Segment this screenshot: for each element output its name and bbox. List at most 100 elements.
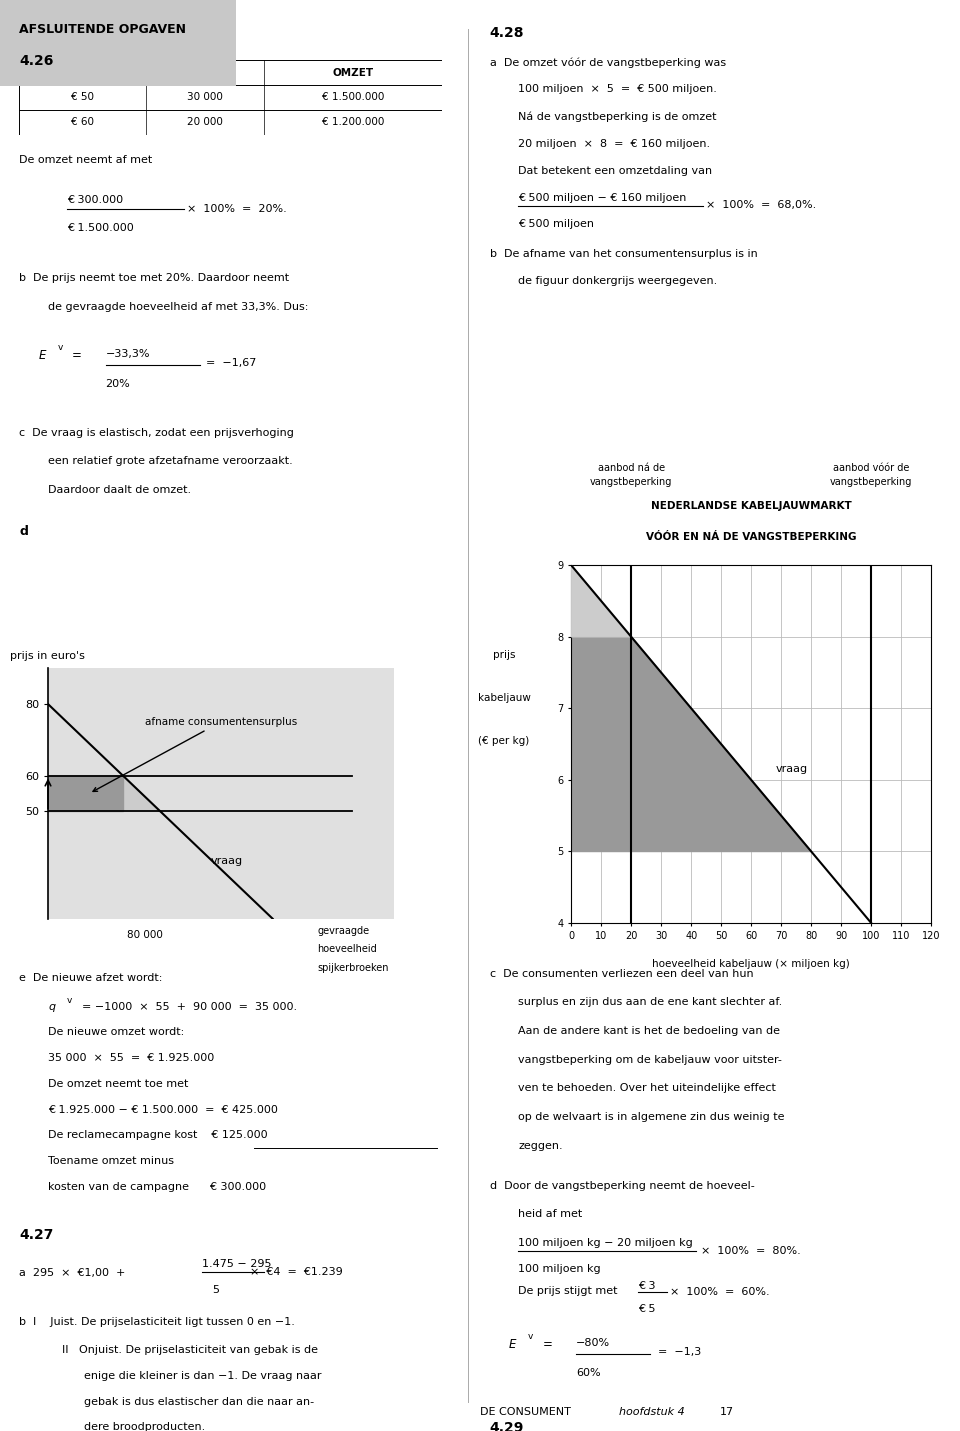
Text: De reclamecampagne kost    € 125.000: De reclamecampagne kost € 125.000 <box>48 1130 268 1141</box>
Text: 30 000: 30 000 <box>187 93 223 102</box>
Text: heid af met: heid af met <box>518 1209 583 1219</box>
Text: VÓÓR EN NÁ DE VANGSTBEPERKING: VÓÓR EN NÁ DE VANGSTBEPERKING <box>646 532 856 542</box>
Text: prijs in euro's: prijs in euro's <box>10 651 84 661</box>
Text: De omzet neemt af met: De omzet neemt af met <box>19 155 153 165</box>
Text: de figuur donkergrijs weergegeven.: de figuur donkergrijs weergegeven. <box>518 276 718 286</box>
Text: OMZET: OMZET <box>332 67 373 77</box>
Text: b  De prijs neemt toe met 20%. Daardoor neemt: b De prijs neemt toe met 20%. Daardoor n… <box>19 273 289 283</box>
Text: € 1.925.000 − € 1.500.000  =  € 425.000: € 1.925.000 − € 1.500.000 = € 425.000 <box>48 1105 277 1115</box>
Text: ×  100%  =  68,0%.: × 100% = 68,0%. <box>706 200 816 209</box>
Text: enige die kleiner is dan −1. De vraag naar: enige die kleiner is dan −1. De vraag na… <box>84 1371 322 1381</box>
Text: € 500 miljoen − € 160 miljoen: € 500 miljoen − € 160 miljoen <box>518 193 686 203</box>
Polygon shape <box>48 776 123 811</box>
Text: 5: 5 <box>212 1285 220 1295</box>
Text: DE CONSUMENT: DE CONSUMENT <box>480 1407 571 1417</box>
Text: spijkerbroeken: spijkerbroeken <box>318 963 389 973</box>
Text: € 50: € 50 <box>71 93 94 102</box>
Text: v: v <box>67 996 73 1005</box>
Text: kosten van de campagne      € 300.000: kosten van de campagne € 300.000 <box>48 1182 266 1192</box>
Text: vraag: vraag <box>210 857 243 866</box>
Text: c  De vraag is elastisch, zodat een prijsverhoging: c De vraag is elastisch, zodat een prijs… <box>19 428 294 438</box>
Text: dere broodproducten.: dere broodproducten. <box>84 1422 205 1431</box>
Text: € 5: € 5 <box>638 1304 656 1314</box>
Text: De nieuwe omzet wordt:: De nieuwe omzet wordt: <box>48 1027 184 1037</box>
Text: 100 miljoen kg − 20 miljoen kg: 100 miljoen kg − 20 miljoen kg <box>518 1238 693 1248</box>
Text: 20 miljoen  ×  8  =  € 160 miljoen.: 20 miljoen × 8 = € 160 miljoen. <box>518 139 710 149</box>
Text: AFSLUITENDE OPGAVEN: AFSLUITENDE OPGAVEN <box>19 23 186 36</box>
Text: prijs: prijs <box>492 650 516 660</box>
Text: ×  100%  =  20%.: × 100% = 20%. <box>187 205 287 213</box>
Text: E: E <box>509 1338 516 1351</box>
Text: ven te behoeden. Over het uiteindelijke effect: ven te behoeden. Over het uiteindelijke … <box>518 1083 777 1093</box>
Text: 4.28: 4.28 <box>490 26 524 40</box>
Text: d: d <box>19 525 28 538</box>
Text: hoeveelheid kabeljauw (× miljoen kg): hoeveelheid kabeljauw (× miljoen kg) <box>653 959 850 969</box>
Text: Daardoor daalt de omzet.: Daardoor daalt de omzet. <box>48 485 191 495</box>
Text: 4.27: 4.27 <box>19 1228 54 1242</box>
Text: surplus en zijn dus aan de ene kant slechter af.: surplus en zijn dus aan de ene kant slec… <box>518 997 782 1007</box>
Text: zeggen.: zeggen. <box>518 1141 563 1151</box>
Text: d  Door de vangstbeperking neemt de hoeveel-: d Door de vangstbeperking neemt de hoeve… <box>490 1181 755 1191</box>
Text: NEDERLANDSE KABELJAUWMARKT: NEDERLANDSE KABELJAUWMARKT <box>651 501 852 511</box>
Text: Aan de andere kant is het de bedoeling van de: Aan de andere kant is het de bedoeling v… <box>518 1026 780 1036</box>
Text: c  De consumenten verliezen een deel van hun: c De consumenten verliezen een deel van … <box>490 969 754 979</box>
Text: € 1.200.000: € 1.200.000 <box>322 117 384 127</box>
Text: 60%: 60% <box>576 1368 601 1378</box>
Text: Dat betekent een omzetdaling van: Dat betekent een omzetdaling van <box>518 166 712 176</box>
Text: De prijs stijgt met: De prijs stijgt met <box>518 1286 618 1296</box>
Polygon shape <box>48 776 160 811</box>
Text: AFZET: AFZET <box>186 67 224 77</box>
Text: 100 miljoen  ×  5  =  € 500 miljoen.: 100 miljoen × 5 = € 500 miljoen. <box>518 84 717 94</box>
Text: b  I    Juist. De prijselasticiteit ligt tussen 0 en −1.: b I Juist. De prijselasticiteit ligt tus… <box>19 1317 295 1327</box>
Text: een relatief grote afzetafname veroorzaakt.: een relatief grote afzetafname veroorzaa… <box>48 456 293 467</box>
Text: 100 miljoen kg: 100 miljoen kg <box>518 1264 601 1274</box>
Text: 20%: 20% <box>106 379 131 389</box>
Text: a  295  ×  €1,00  +: a 295 × €1,00 + <box>19 1268 126 1278</box>
Polygon shape <box>571 565 632 637</box>
Text: v: v <box>528 1332 534 1341</box>
Polygon shape <box>571 637 811 851</box>
Text: =  −1,3: = −1,3 <box>658 1348 701 1357</box>
Text: € 1.500.000: € 1.500.000 <box>67 223 134 233</box>
Text: 35 000  ×  55  =  € 1.925.000: 35 000 × 55 = € 1.925.000 <box>48 1053 214 1063</box>
Text: = −1000  ×  55  +  90 000  =  35 000.: = −1000 × 55 + 90 000 = 35 000. <box>82 1002 297 1012</box>
Text: 4.26: 4.26 <box>19 54 54 69</box>
Text: € 500 miljoen: € 500 miljoen <box>518 219 594 229</box>
Text: De omzet neemt toe met: De omzet neemt toe met <box>48 1079 188 1089</box>
Text: ×  100%  =  60%.: × 100% = 60%. <box>670 1288 770 1296</box>
Text: gevraagde: gevraagde <box>318 926 370 936</box>
Text: € 60: € 60 <box>71 117 94 127</box>
Text: hoeveelheid: hoeveelheid <box>318 944 377 954</box>
Text: hoofdstuk 4: hoofdstuk 4 <box>619 1407 684 1417</box>
Text: v: v <box>58 343 63 352</box>
Text: ×  100%  =  80%.: × 100% = 80%. <box>701 1246 801 1255</box>
Text: II   Onjuist. De prijselasticiteit van gebak is de: II Onjuist. De prijselasticiteit van geb… <box>62 1345 319 1355</box>
Text: (€ per kg): (€ per kg) <box>478 736 530 746</box>
Text: gebak is dus elastischer dan die naar an-: gebak is dus elastischer dan die naar an… <box>84 1397 315 1407</box>
Text: aanbod vóór de
vangstbeperking: aanbod vóór de vangstbeperking <box>830 464 912 487</box>
Text: 17: 17 <box>720 1407 734 1417</box>
Text: ×  €4  =  €1.239: × €4 = €1.239 <box>250 1268 343 1276</box>
Text: op de welvaart is in algemene zin dus weinig te: op de welvaart is in algemene zin dus we… <box>518 1112 785 1122</box>
Text: € 300.000: € 300.000 <box>67 195 123 205</box>
Text: vraag: vraag <box>775 764 807 774</box>
Text: b  De afname van het consumentensurplus is in: b De afname van het consumentensurplus i… <box>490 249 757 259</box>
Text: −33,3%: −33,3% <box>106 349 150 359</box>
Text: 20 000: 20 000 <box>187 117 223 127</box>
Text: =: = <box>72 349 82 362</box>
Text: € 3: € 3 <box>638 1281 656 1291</box>
Text: 80 000: 80 000 <box>127 930 162 940</box>
Text: kabeljauw: kabeljauw <box>477 693 531 703</box>
Text: −80%: −80% <box>576 1338 611 1348</box>
Text: e  De nieuwe afzet wordt:: e De nieuwe afzet wordt: <box>19 973 162 983</box>
Text: de gevraagde hoeveelheid af met 33,3%. Dus:: de gevraagde hoeveelheid af met 33,3%. D… <box>48 302 308 312</box>
Text: € 1.500.000: € 1.500.000 <box>322 93 384 102</box>
Text: =  −1,67: = −1,67 <box>206 359 256 368</box>
Text: =: = <box>542 1338 552 1351</box>
Text: vangstbeperking om de kabeljauw voor uitster-: vangstbeperking om de kabeljauw voor uit… <box>518 1055 782 1065</box>
Text: q: q <box>48 1002 55 1012</box>
Text: aanbod ná de
vangstbeperking: aanbod ná de vangstbeperking <box>590 464 672 487</box>
Text: 4.29: 4.29 <box>490 1421 524 1431</box>
Text: afname consumentensurplus: afname consumentensurplus <box>93 717 297 791</box>
Polygon shape <box>571 565 811 851</box>
